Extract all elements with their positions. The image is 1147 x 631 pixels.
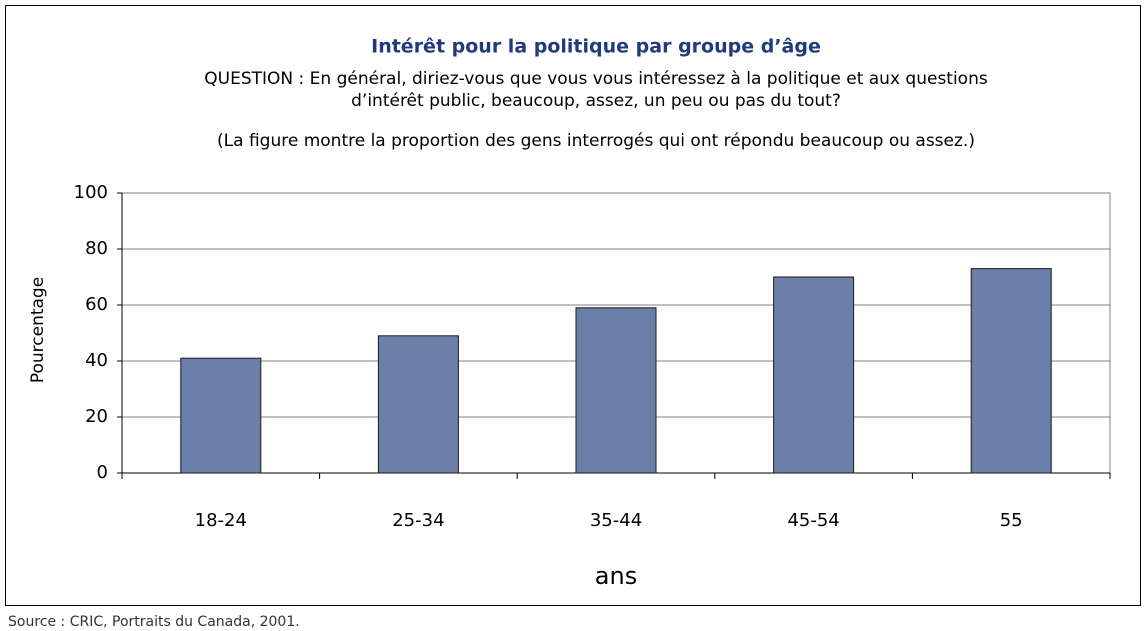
x-tick-label: 45-54: [787, 510, 839, 531]
x-tick-label: 18-24: [195, 510, 247, 531]
y-tick-label: 60: [85, 294, 108, 315]
source: Source : CRIC, Portraits du Canada, 2001…: [8, 614, 300, 630]
bar: [970, 268, 1052, 474]
note: (La figure montre la proportion des gens…: [217, 131, 975, 151]
x-axis-label: ans: [595, 562, 637, 590]
y-tick-label: 40: [85, 350, 108, 371]
x-tick-label: 25-34: [392, 510, 444, 531]
bar: [377, 335, 459, 474]
y-tick-label: 100: [74, 182, 108, 203]
subtitle: d’intérêt public, beaucoup, assez, un pe…: [351, 91, 841, 111]
chart-title: Intérêt pour la politique par groupe d’â…: [371, 36, 821, 58]
bar: [575, 307, 657, 474]
x-tick-label: 35-44: [590, 510, 642, 531]
subtitle: QUESTION : En général, diriez-vous que v…: [204, 69, 988, 89]
bar: [773, 276, 855, 474]
y-tick-label: 0: [97, 462, 108, 483]
bar: [180, 357, 262, 474]
y-axis-label: Pourcentage: [28, 277, 48, 383]
y-tick-label: 80: [85, 238, 108, 259]
y-tick-label: 20: [85, 406, 108, 427]
x-tick-label: 55: [1000, 510, 1023, 531]
